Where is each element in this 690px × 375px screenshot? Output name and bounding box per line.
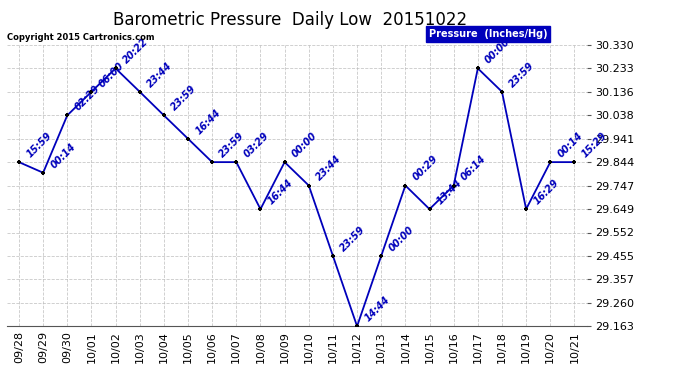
Point [230,159,241,165]
Text: 23:44: 23:44 [146,60,174,89]
Point [472,65,483,71]
Text: 23:59: 23:59 [339,224,367,253]
Text: 00:00: 00:00 [484,37,512,66]
Point [569,159,580,165]
Point [207,159,218,165]
Text: 06:14: 06:14 [460,154,488,183]
Point [351,323,363,329]
Point [14,159,25,165]
Text: Copyright 2015 Cartronics.com: Copyright 2015 Cartronics.com [7,33,155,42]
Text: 00:14: 00:14 [556,130,584,159]
Text: 13:44: 13:44 [435,177,464,206]
Text: 06:00: 06:00 [97,60,126,89]
Point [497,89,508,95]
Text: 00:29: 00:29 [411,154,440,183]
Text: 02:29: 02:29 [73,84,101,112]
Point [328,253,339,259]
Point [110,65,121,71]
Point [279,159,290,165]
Text: 23:44: 23:44 [315,154,343,183]
Text: 15:59: 15:59 [25,130,53,159]
Text: 00:00: 00:00 [387,224,415,253]
Point [37,170,48,176]
Text: 23:59: 23:59 [218,130,246,159]
Point [448,183,460,189]
Text: 00:14: 00:14 [49,141,77,170]
Text: Pressure  (Inches/Hg): Pressure (Inches/Hg) [428,29,547,39]
Point [545,159,556,165]
Point [424,206,435,212]
Point [158,112,169,118]
Point [62,112,73,118]
Text: 03:29: 03:29 [242,130,270,159]
Text: 15:29: 15:29 [580,130,609,159]
Text: 20:22: 20:22 [121,37,150,66]
Point [520,206,531,212]
Text: Barometric Pressure  Daily Low  20151022: Barometric Pressure Daily Low 20151022 [112,11,467,29]
Point [400,183,411,189]
Text: 16:44: 16:44 [194,107,222,136]
Text: 16:44: 16:44 [266,177,295,206]
Text: 23:59: 23:59 [170,84,198,112]
Point [303,183,314,189]
Text: 14:44: 14:44 [363,295,391,324]
Text: 16:29: 16:29 [532,177,560,206]
Point [375,253,386,259]
Point [86,89,97,95]
Text: 23:59: 23:59 [508,60,536,89]
Point [134,89,145,95]
Point [182,136,193,142]
Text: 00:00: 00:00 [290,130,319,159]
Point [255,206,266,212]
